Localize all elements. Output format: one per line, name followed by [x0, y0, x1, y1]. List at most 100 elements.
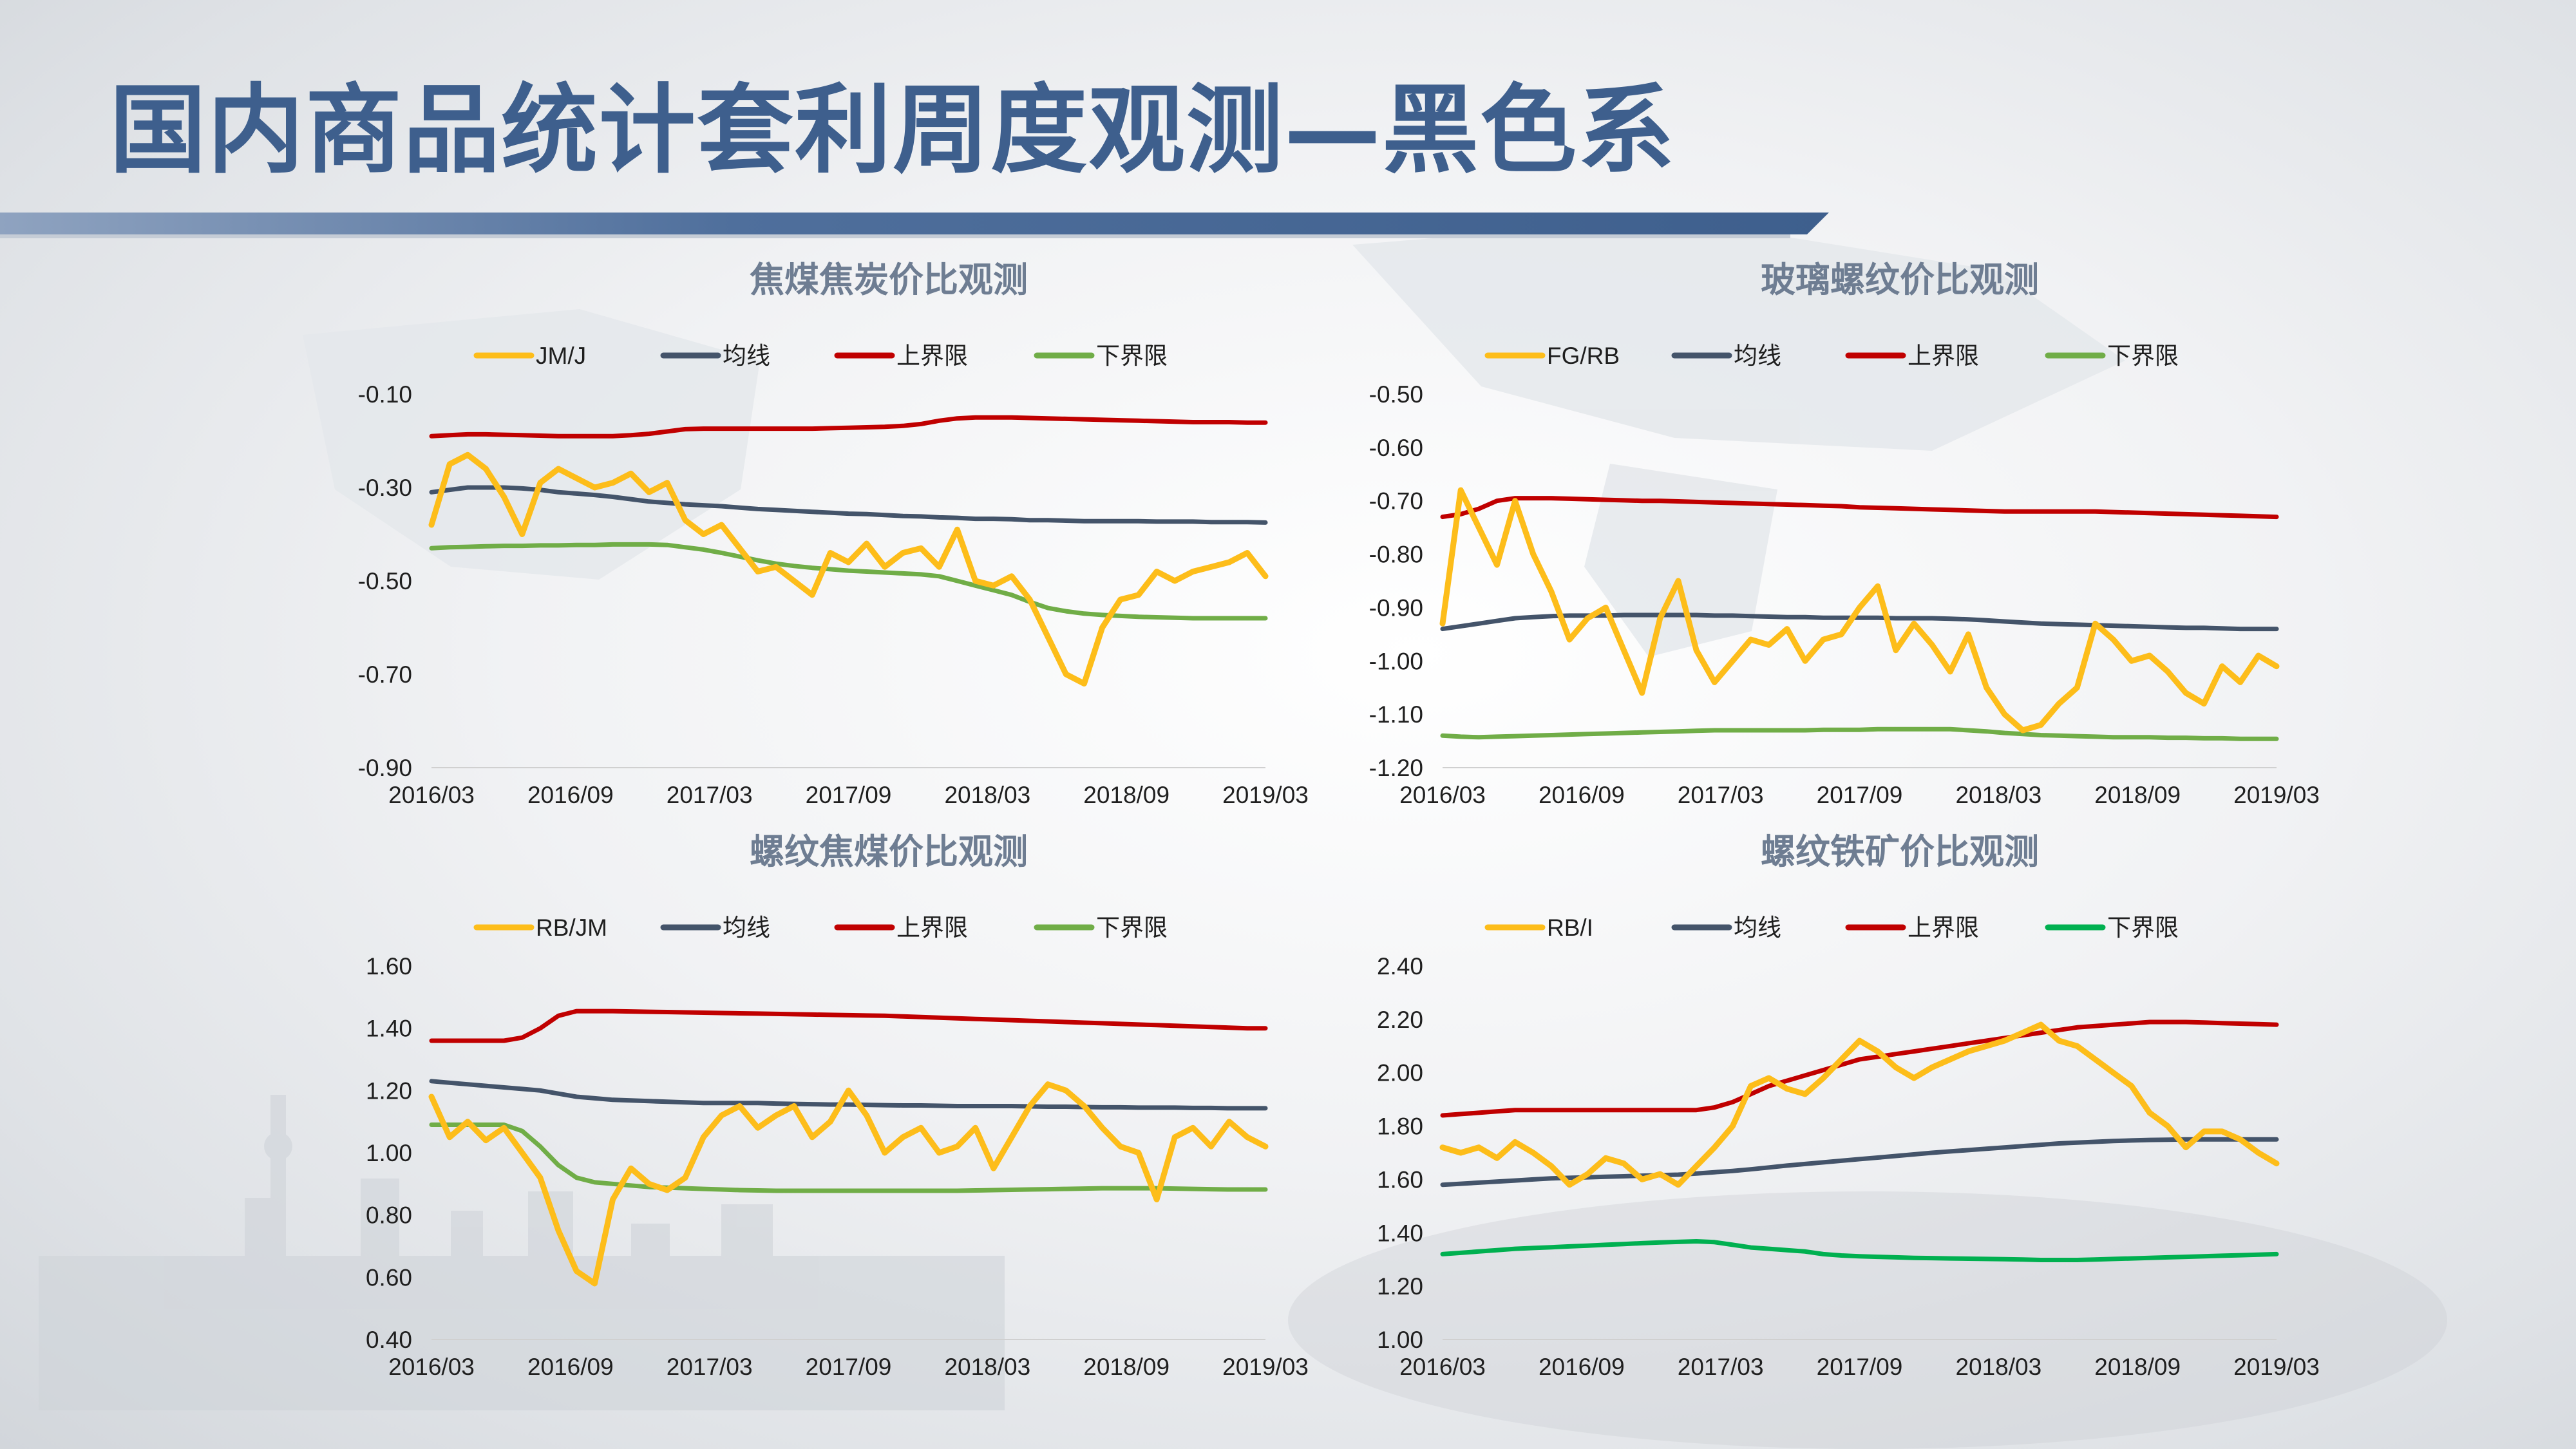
- x-tick-label: 2018/09: [2094, 782, 2181, 808]
- y-tick-label: 1.00: [1377, 1327, 1423, 1353]
- y-tick-label: -0.70: [358, 661, 412, 688]
- legend-label: 上界限: [896, 914, 968, 941]
- x-tick-label: 2017/03: [1678, 782, 1764, 808]
- series-line-lower: [429, 542, 1268, 621]
- x-tick-label: 2016/03: [1399, 782, 1486, 808]
- chart-title: 螺纹铁矿价比观测: [1761, 831, 2039, 872]
- y-tick-label: 2.40: [1377, 953, 1423, 980]
- series-line-mean: [429, 485, 1268, 525]
- y-tick-label: 1.60: [366, 953, 412, 980]
- series-line-mean: [429, 1079, 1268, 1111]
- x-tick-label: 2018/09: [1083, 1354, 1170, 1380]
- legend-label: 均线: [723, 343, 770, 369]
- series-line-upper: [1440, 1019, 2279, 1118]
- page-title: 国内商品统计套利周度观测—黑色系: [109, 75, 1676, 187]
- y-tick-label: 1.40: [366, 1016, 412, 1042]
- legend-label: 上界限: [896, 343, 968, 369]
- y-tick-label: -0.30: [358, 475, 412, 501]
- series-line-lower: [1440, 1239, 2279, 1262]
- y-tick-label: -0.80: [1369, 542, 1423, 568]
- y-tick-label: 1.20: [366, 1077, 412, 1104]
- chart-svg: -0.50 -0.60 -0.70 -0.80 -0.90 -1.00 -1.10 -1.20…: [1369, 343, 2320, 808]
- title-underline-shadow: [0, 234, 1790, 238]
- series-line-lower: [429, 1122, 1268, 1193]
- x-tick-label: 2016/03: [388, 782, 475, 808]
- series-line-ratio: [428, 1081, 1269, 1287]
- chart-panel-rb-jm: 1.60 1.40 1.20 1.00 0.80 0.60 0.40 2016/03 2016/…: [316, 817, 1462, 1383]
- chart-title: 玻璃螺纹价比观测: [1761, 260, 2039, 300]
- series-line-mean: [1440, 612, 2279, 632]
- y-tick-label: -0.10: [358, 381, 412, 408]
- y-tick-label: 0.40: [366, 1327, 412, 1353]
- series-line-upper: [429, 1009, 1268, 1043]
- y-tick-label: 0.60: [366, 1264, 412, 1291]
- x-tick-label: 2019/03: [2233, 1354, 2320, 1380]
- y-tick-label: 2.00: [1377, 1060, 1423, 1086]
- y-tick-label: -0.70: [1369, 488, 1423, 515]
- y-tick-label: 1.20: [1377, 1273, 1423, 1300]
- series-line-upper: [429, 415, 1268, 439]
- y-tick-label: 1.40: [1377, 1220, 1423, 1246]
- x-tick-label: 2017/03: [667, 1354, 753, 1380]
- legend-label: 下界限: [2107, 343, 2179, 369]
- series-line-mean: [1440, 1137, 2279, 1188]
- x-tick-label: 2018/03: [1955, 782, 2041, 808]
- x-tick-label: 2019/03: [2233, 782, 2320, 808]
- chart-panel-rb-i: 2.40 2.20 2.00 1.80 1.60 1.40 1.20 1.00 2016/03 2…: [1327, 817, 2473, 1383]
- series-line-ratio: [428, 451, 1269, 687]
- x-tick-label: 2019/03: [1222, 1354, 1309, 1380]
- legend-label: 下界限: [1096, 343, 1168, 369]
- y-tick-label: -1.10: [1369, 701, 1423, 728]
- x-tick-label: 2016/03: [1399, 1354, 1486, 1380]
- legend-label: JM/J: [536, 343, 586, 369]
- x-tick-label: 2017/03: [667, 782, 753, 808]
- x-tick-label: 2018/03: [944, 782, 1030, 808]
- y-tick-label: -1.00: [1369, 648, 1423, 674]
- series-line-lower: [1440, 726, 2279, 741]
- y-tick-label: -0.60: [1369, 435, 1423, 461]
- y-tick-label: 1.60: [1377, 1166, 1423, 1193]
- y-tick-label: 0.80: [366, 1202, 412, 1229]
- chart-panel-jm-j: -0.10 -0.30 -0.50 -0.70 -0.90 2016/03 2016/09 2…: [316, 245, 1462, 811]
- x-tick-label: 2017/09: [1817, 1354, 1903, 1380]
- y-tick-label: -0.50: [358, 568, 412, 594]
- series-line-ratio: [1439, 1021, 2280, 1188]
- x-tick-label: 2018/03: [944, 1354, 1030, 1380]
- legend-label: RB/I: [1547, 914, 1593, 941]
- y-tick-label: 1.80: [1377, 1113, 1423, 1140]
- x-tick-label: 2017/03: [1678, 1354, 1764, 1380]
- x-tick-label: 2018/09: [1083, 782, 1170, 808]
- x-tick-label: 2019/03: [1222, 782, 1309, 808]
- x-tick-label: 2016/09: [527, 782, 614, 808]
- legend-label: 均线: [723, 914, 770, 941]
- legend-label: RB/JM: [536, 914, 607, 941]
- series-line-upper: [1440, 496, 2279, 520]
- y-tick-label: -0.50: [1369, 381, 1423, 408]
- x-tick-label: 2017/09: [1817, 782, 1903, 808]
- legend-label: 上界限: [1908, 343, 1979, 369]
- x-tick-label: 2018/03: [1955, 1354, 2041, 1380]
- legend-label: 均线: [1734, 914, 1781, 941]
- x-tick-label: 2017/09: [806, 1354, 892, 1380]
- x-tick-label: 2016/03: [388, 1354, 475, 1380]
- y-tick-label: 2.20: [1377, 1007, 1423, 1033]
- x-tick-label: 2017/09: [806, 782, 892, 808]
- x-tick-label: 2016/09: [1539, 1354, 1625, 1380]
- x-tick-label: 2016/09: [527, 1354, 614, 1380]
- chart-title: 螺纹焦煤价比观测: [750, 831, 1028, 872]
- y-tick-label: -1.20: [1369, 755, 1423, 781]
- legend-label: 下界限: [2107, 914, 2179, 941]
- chart-panel-fg-rb: -0.50 -0.60 -0.70 -0.80 -0.90 -1.00 -1.10 -1.20…: [1327, 245, 2473, 811]
- y-tick-label: -0.90: [358, 755, 412, 781]
- legend-label: 均线: [1734, 343, 1781, 369]
- x-tick-label: 2016/09: [1539, 782, 1625, 808]
- y-tick-label: 1.00: [366, 1140, 412, 1166]
- x-tick-label: 2018/09: [2094, 1354, 2181, 1380]
- series-line-ratio: [1439, 487, 2280, 734]
- title-underline-bar: [0, 213, 1829, 234]
- legend-label: 上界限: [1908, 914, 1979, 941]
- y-tick-label: -0.90: [1369, 594, 1423, 621]
